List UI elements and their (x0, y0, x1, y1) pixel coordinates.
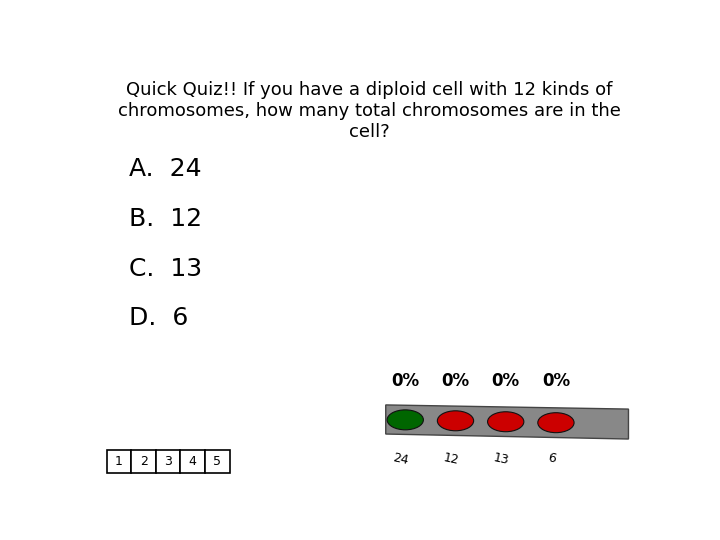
Text: 2: 2 (140, 455, 148, 468)
Ellipse shape (487, 412, 524, 431)
Text: Quick Quiz!! If you have a diploid cell with 12 kinds of
chromosomes, how many t: Quick Quiz!! If you have a diploid cell … (117, 82, 621, 141)
Text: A.  24: A. 24 (129, 157, 202, 181)
Ellipse shape (387, 410, 423, 430)
Text: C.  13: C. 13 (129, 256, 202, 281)
FancyBboxPatch shape (205, 450, 230, 474)
Text: 5: 5 (213, 455, 221, 468)
Text: 1: 1 (115, 455, 123, 468)
Ellipse shape (437, 411, 474, 431)
FancyBboxPatch shape (181, 450, 205, 474)
Text: 3: 3 (164, 455, 172, 468)
Text: 13: 13 (492, 451, 510, 468)
FancyBboxPatch shape (156, 450, 181, 474)
Text: 4: 4 (189, 455, 197, 468)
Text: 0%: 0% (391, 373, 419, 390)
Ellipse shape (538, 413, 574, 433)
Text: 12: 12 (442, 451, 460, 468)
FancyBboxPatch shape (131, 450, 156, 474)
Text: 0%: 0% (542, 373, 570, 390)
Text: 6: 6 (546, 451, 557, 466)
Text: 24: 24 (392, 451, 410, 468)
Text: B.  12: B. 12 (129, 207, 202, 231)
FancyBboxPatch shape (107, 450, 131, 474)
Polygon shape (386, 405, 629, 439)
Text: 0%: 0% (492, 373, 520, 390)
Text: D.  6: D. 6 (129, 306, 189, 330)
Text: 0%: 0% (441, 373, 469, 390)
